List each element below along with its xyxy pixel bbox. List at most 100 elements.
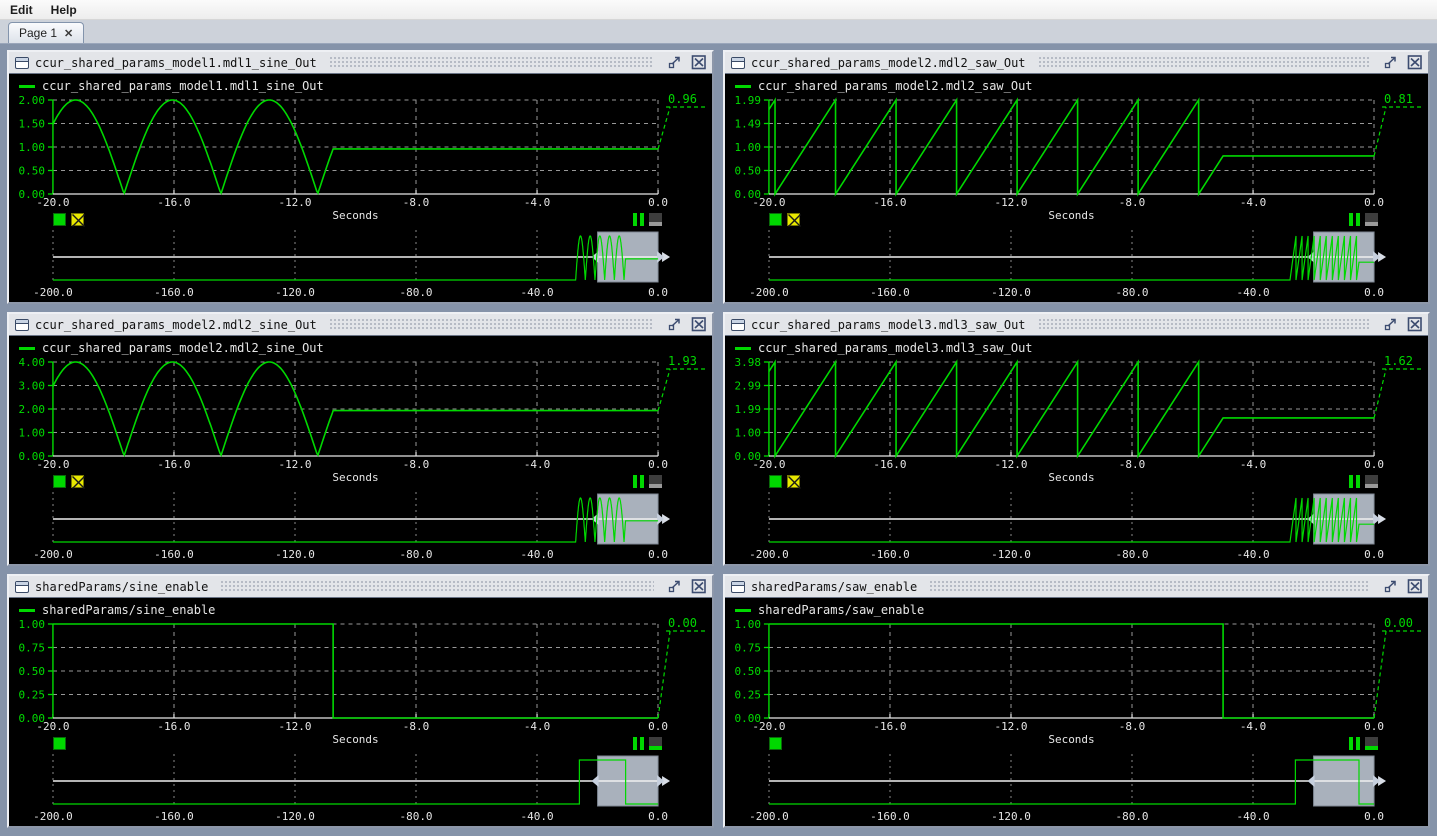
svg-text:Seconds: Seconds xyxy=(1048,471,1094,484)
detach-button[interactable] xyxy=(1382,578,1400,595)
svg-text:-8.0: -8.0 xyxy=(403,196,429,209)
run-button[interactable] xyxy=(53,213,66,226)
svg-text:2.00: 2.00 xyxy=(19,94,45,107)
legend: ccur_shared_params_model2.mdl2_sine_Out xyxy=(19,341,324,355)
marker-button[interactable] xyxy=(71,213,85,227)
svg-text:0.75: 0.75 xyxy=(735,641,761,654)
panel-titlebar[interactable]: sharedParams/saw_enable xyxy=(725,576,1428,598)
svg-text:0.0: 0.0 xyxy=(648,548,668,561)
plot-controls xyxy=(725,213,1428,227)
svg-text:1.49: 1.49 xyxy=(735,117,761,130)
svg-text:-4.0: -4.0 xyxy=(524,720,550,733)
plot-area: sharedParams/saw_enable 1.00 0.75 0.50 0.25… xyxy=(725,598,1428,826)
panel-titlebar[interactable]: sharedParams/sine_enable xyxy=(9,576,712,598)
svg-text:-16.0: -16.0 xyxy=(157,196,190,209)
pause-icon[interactable] xyxy=(633,737,645,750)
svg-text:0.96: 0.96 xyxy=(668,92,697,106)
marker-button[interactable] xyxy=(787,213,801,227)
svg-text:-12.0: -12.0 xyxy=(278,720,311,733)
pause-icon[interactable] xyxy=(633,213,645,226)
window-icon xyxy=(15,580,29,593)
svg-text:3.98: 3.98 xyxy=(735,356,761,369)
run-button[interactable] xyxy=(53,737,66,750)
close-button[interactable] xyxy=(1406,316,1424,333)
svg-text:-12.0: -12.0 xyxy=(278,458,311,471)
status-indicator-strip xyxy=(649,484,662,488)
detach-button[interactable] xyxy=(1382,316,1400,333)
marker-button[interactable] xyxy=(71,475,85,489)
tab-label: Page 1 xyxy=(19,26,58,40)
close-button[interactable] xyxy=(1406,578,1424,595)
plot-controls xyxy=(725,475,1428,489)
svg-text:0.0: 0.0 xyxy=(648,458,668,471)
titlebar-grip[interactable] xyxy=(328,56,654,69)
svg-text:-40.0: -40.0 xyxy=(1237,286,1270,299)
tab-bar: Page 1 ✕ xyxy=(0,20,1437,44)
titlebar-grip[interactable] xyxy=(220,580,654,593)
titlebar-grip[interactable] xyxy=(328,318,654,331)
pause-icon[interactable] xyxy=(1349,737,1361,750)
svg-text:Seconds: Seconds xyxy=(332,209,378,222)
svg-text:-16.0: -16.0 xyxy=(873,196,906,209)
svg-text:1.50: 1.50 xyxy=(19,117,45,130)
tab-page-1[interactable]: Page 1 ✕ xyxy=(8,22,85,43)
detach-button[interactable] xyxy=(666,54,684,71)
plot-area: ccur_shared_params_model2.mdl2_sine_Out … xyxy=(9,336,712,564)
svg-text:-16.0: -16.0 xyxy=(873,458,906,471)
svg-text:0.0: 0.0 xyxy=(648,720,668,733)
close-button[interactable] xyxy=(1406,54,1424,71)
panel-title: ccur_shared_params_model1.mdl1_sine_Out xyxy=(35,55,317,70)
svg-text:-200.0: -200.0 xyxy=(749,286,789,299)
titlebar-grip[interactable] xyxy=(929,580,1370,593)
legend-label: ccur_shared_params_model1.mdl1_sine_Out xyxy=(42,79,324,93)
window-icon xyxy=(15,56,29,69)
legend-swatch-icon xyxy=(19,608,35,612)
run-button[interactable] xyxy=(769,737,782,750)
panel-title: ccur_shared_params_model2.mdl2_saw_Out xyxy=(751,55,1026,70)
svg-text:-8.0: -8.0 xyxy=(1119,196,1145,209)
pause-icon[interactable] xyxy=(1349,475,1361,488)
run-button[interactable] xyxy=(769,213,782,226)
pause-icon[interactable] xyxy=(1349,213,1361,226)
main-chart: 3.98 2.99 1.99 1.00 0.00-20.0 -16.0 -12.0 -8.0 -… xyxy=(735,354,1425,561)
plot-controls xyxy=(9,737,712,751)
close-button[interactable] xyxy=(690,54,708,71)
svg-text:-20.0: -20.0 xyxy=(36,196,69,209)
svg-text:1.99: 1.99 xyxy=(735,94,761,107)
svg-text:0.50: 0.50 xyxy=(19,665,45,678)
svg-text:-20.0: -20.0 xyxy=(36,458,69,471)
close-button[interactable] xyxy=(690,578,708,595)
panel-titlebar[interactable]: ccur_shared_params_model2.mdl2_saw_Out xyxy=(725,52,1428,74)
titlebar-grip[interactable] xyxy=(1037,318,1370,331)
pause-icon[interactable] xyxy=(633,475,645,488)
svg-text:0.50: 0.50 xyxy=(19,164,45,177)
svg-text:-160.0: -160.0 xyxy=(870,548,910,561)
detach-button[interactable] xyxy=(666,578,684,595)
detach-button[interactable] xyxy=(1382,54,1400,71)
menu-item-edit[interactable]: Edit xyxy=(10,2,33,17)
panel-titlebar[interactable]: ccur_shared_params_model1.mdl1_sine_Out xyxy=(9,52,712,74)
window-icon xyxy=(731,56,745,69)
svg-text:-200.0: -200.0 xyxy=(33,548,73,561)
panel-titlebar[interactable]: ccur_shared_params_model2.mdl2_sine_Out xyxy=(9,314,712,336)
marker-button[interactable] xyxy=(787,475,801,489)
svg-text:1.00: 1.00 xyxy=(19,141,45,154)
legend-label: sharedParams/sine_enable xyxy=(42,603,216,617)
svg-text:Seconds: Seconds xyxy=(332,471,378,484)
menu-item-help[interactable]: Help xyxy=(50,2,77,17)
run-button[interactable] xyxy=(53,475,66,488)
svg-text:0.75: 0.75 xyxy=(19,641,45,654)
window-icon xyxy=(731,318,745,331)
plot-area: sharedParams/sine_enable 1.00 0.75 0.50 0.2… xyxy=(9,598,712,826)
detach-button[interactable] xyxy=(666,316,684,333)
svg-text:-160.0: -160.0 xyxy=(154,548,194,561)
titlebar-grip[interactable] xyxy=(1037,56,1370,69)
svg-text:1.00: 1.00 xyxy=(19,618,45,631)
run-button[interactable] xyxy=(769,475,782,488)
window-icon xyxy=(731,580,745,593)
plot-panel: ccur_shared_params_model1.mdl1_sine_Out xyxy=(7,50,714,304)
close-button[interactable] xyxy=(690,316,708,333)
svg-text:-16.0: -16.0 xyxy=(157,720,190,733)
tab-close-icon[interactable]: ✕ xyxy=(64,27,74,40)
panel-titlebar[interactable]: ccur_shared_params_model3.mdl3_saw_Out xyxy=(725,314,1428,336)
